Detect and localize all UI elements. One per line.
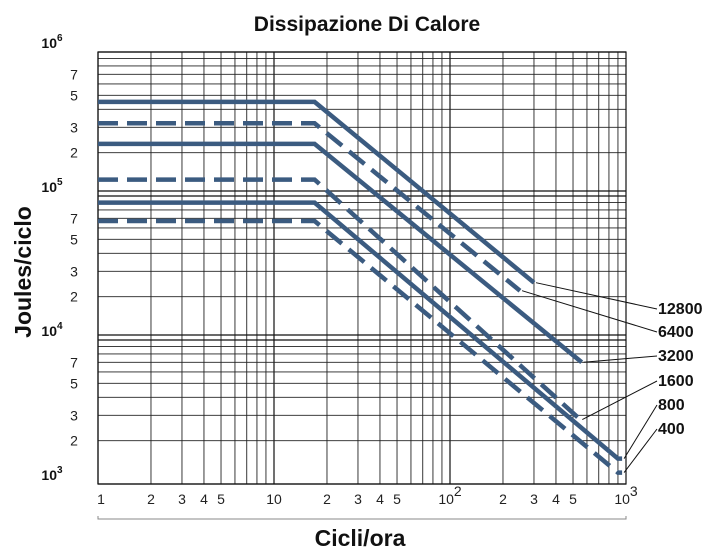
y-tick-label: 2: [70, 433, 78, 449]
y-tick-label: 2: [70, 289, 78, 305]
legend-label-12800: 12800: [658, 301, 703, 318]
legend-leader-12800: [535, 282, 658, 310]
legend-leader-6400: [521, 290, 658, 333]
series-line-800: [98, 200, 623, 461]
y-tick-label: 5: [70, 375, 78, 391]
series-line-400: [98, 218, 623, 475]
series-line-3200: [98, 141, 584, 365]
series-line-1600: [98, 177, 582, 422]
grid: [97, 51, 627, 485]
y-tick-label: 2: [70, 145, 78, 161]
y-tick-label: 5: [70, 87, 78, 103]
x-tick-label: 2: [323, 491, 331, 507]
x-tick-label: 5: [569, 491, 577, 507]
x-tick-label: 3: [354, 491, 362, 507]
x-tick-label: 3: [530, 491, 538, 507]
x-axis-title: Cicli/ora: [315, 525, 406, 551]
x-tick-label: 4: [200, 491, 208, 507]
y-tick-label: 7: [70, 354, 78, 370]
x-tick-label: 2: [499, 491, 507, 507]
y-axis-title: Joules/ciclo: [10, 206, 36, 338]
legend-label-800: 800: [658, 397, 685, 414]
x-tick-label: 3: [178, 491, 186, 507]
x-tick-label: 2: [147, 491, 155, 507]
legend-label-400: 400: [658, 421, 685, 438]
series-lines: [98, 99, 623, 475]
y-tick-label: 104: [41, 321, 63, 339]
legend-label-6400: 6400: [658, 324, 694, 341]
y-tick-label: 7: [70, 66, 78, 82]
legend-leader-3200: [583, 355, 658, 363]
y-tick-label: 105: [41, 177, 63, 195]
y-tick-label: 106: [41, 33, 63, 51]
legend-label-1600: 1600: [658, 373, 694, 390]
y-tick-label: 5: [70, 231, 78, 247]
plot-frame: [97, 51, 627, 485]
series-line-6400: [98, 121, 522, 293]
y-tick-label: 3: [70, 263, 78, 279]
x-tick-label: 10: [266, 491, 282, 507]
x-tick-label: 103: [614, 483, 638, 507]
x-tick-label: 4: [376, 491, 384, 507]
x-tick-labels: 1 2 3 4 5 10 2 3 4 5 102 2 3 4 5 103: [97, 483, 638, 507]
x-tick-label: 4: [552, 491, 560, 507]
y-tick-label: 3: [70, 407, 78, 423]
x-axis-bracket: [97, 516, 627, 520]
x-tick-label: 5: [393, 491, 401, 507]
legend: 12800 6400 3200 1600 800 400: [521, 282, 703, 473]
x-tick-label: 5: [217, 491, 225, 507]
series-line-12800: [98, 99, 536, 285]
x-tick-label: 102: [438, 483, 462, 507]
legend-leader-800: [623, 404, 658, 459]
legend-label-3200: 3200: [658, 348, 694, 365]
y-tick-label: 3: [70, 119, 78, 135]
legend-leader-400: [623, 428, 658, 473]
chart-title: Dissipazione Di Calore: [254, 13, 480, 36]
y-tick-labels: 103 2 3 5 7 104 2 3 5 7 105 2 3 5 7 106: [41, 33, 78, 483]
y-tick-label: 7: [70, 210, 78, 226]
legend-leader-1600: [582, 380, 658, 421]
x-tick-label: 1: [97, 491, 105, 507]
y-tick-label: 103: [41, 465, 63, 483]
